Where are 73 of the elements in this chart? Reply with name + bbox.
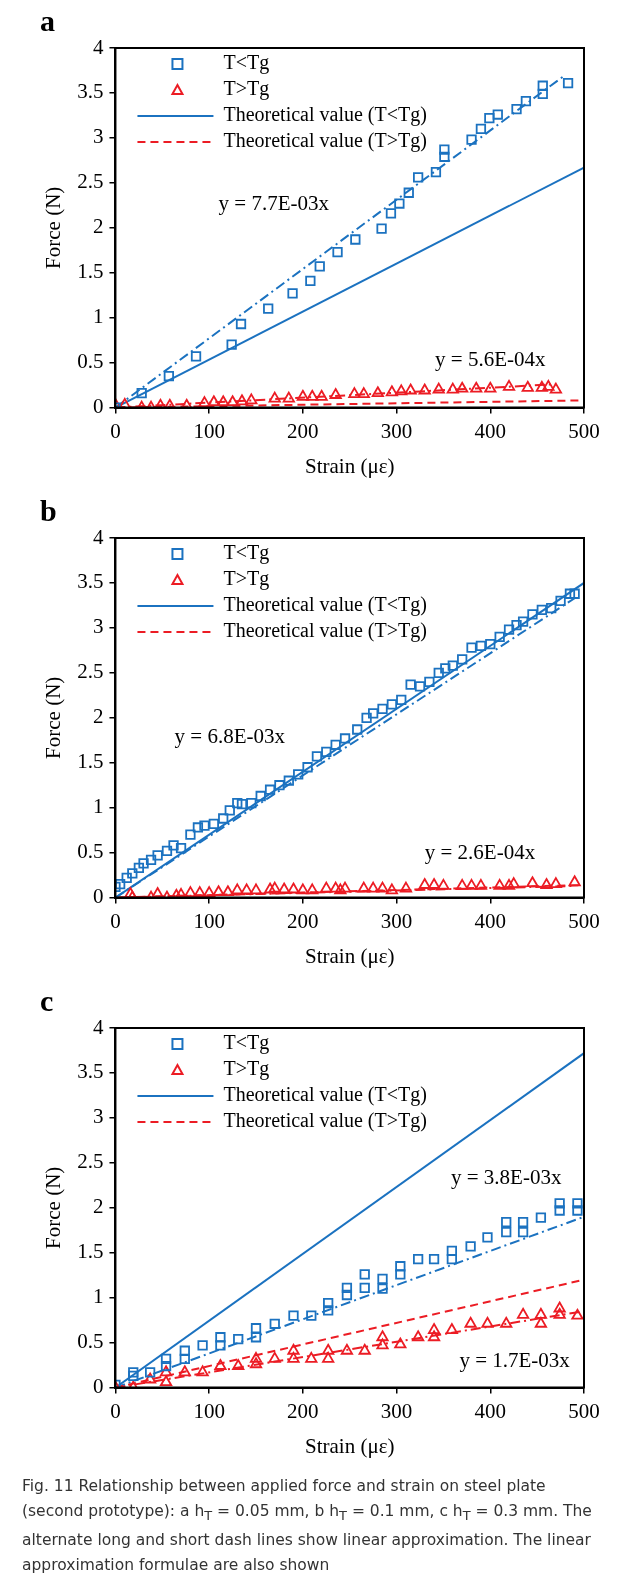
annotation: y = 2.6E-04x <box>424 840 536 865</box>
x-axis-title: Strain (με) <box>304 453 395 478</box>
legend-label: T>Tg <box>223 567 270 591</box>
x-tick-label: 200 <box>287 418 319 443</box>
x-tick-label: 500 <box>568 1398 600 1423</box>
legend-label: T>Tg <box>223 1057 270 1081</box>
y-tick-label: 2.5 <box>77 1149 104 1174</box>
y-tick-label: 4 <box>92 34 104 59</box>
x-tick-label: 100 <box>193 1398 225 1423</box>
y-tick-label: 0 <box>92 1374 104 1399</box>
legend-label: Theoretical value (T<Tg) <box>223 593 427 617</box>
legend-label: Theoretical value (T>Tg) <box>223 129 427 153</box>
y-tick-label: 1 <box>92 304 104 329</box>
x-axis-title: Strain (με) <box>304 1433 395 1458</box>
x-tick-label: 0 <box>110 1398 121 1423</box>
legend-label: Theoretical value (T>Tg) <box>223 1109 427 1133</box>
y-tick-label: 0 <box>92 884 104 909</box>
y-tick-label: 0 <box>92 394 104 419</box>
y-tick-label: 1 <box>92 1284 104 1309</box>
x-tick-label: 500 <box>568 908 600 933</box>
y-tick-label: 3.5 <box>77 79 104 104</box>
y-tick-label: 1 <box>92 794 104 819</box>
x-tick-label: 0 <box>110 418 121 443</box>
annotation: y = 7.7E-03x <box>218 190 330 215</box>
x-tick-label: 200 <box>287 1398 319 1423</box>
y-tick-label: 1.5 <box>77 749 104 774</box>
x-tick-label: 200 <box>287 908 319 933</box>
x-axis-title: Strain (με) <box>304 943 395 968</box>
y-tick-label: 2.5 <box>77 169 104 194</box>
y-tick-label: 3.5 <box>77 569 104 594</box>
x-tick-label: 300 <box>380 1398 413 1423</box>
annotation: y = 1.7E-03x <box>459 1348 571 1373</box>
x-tick-label: 100 <box>193 418 225 443</box>
y-tick-label: 3 <box>92 1104 104 1129</box>
y-axis-title: Force (N) <box>41 676 66 759</box>
annotation: y = 5.6E-04x <box>435 347 546 372</box>
legend-label: Theoretical value (T<Tg) <box>223 1083 427 1107</box>
y-tick-label: 2.5 <box>77 659 104 684</box>
x-tick-label: 300 <box>380 418 413 443</box>
y-tick-label: 2 <box>92 704 104 729</box>
y-tick-label: 0.5 <box>77 349 104 374</box>
annotation: y = 3.8E-03x <box>451 1164 562 1189</box>
x-tick-label: 100 <box>193 908 225 933</box>
y-tick-label: 2 <box>92 214 104 239</box>
legend-label: Theoretical value (T<Tg) <box>223 103 427 127</box>
y-axis-title: Force (N) <box>41 1166 66 1249</box>
y-tick-label: 3 <box>92 614 104 639</box>
x-tick-label: 400 <box>474 418 507 443</box>
y-tick-label: 0.5 <box>77 1329 104 1354</box>
y-tick-label: 0.5 <box>77 839 104 864</box>
legend-label: T<Tg <box>223 51 270 75</box>
y-axis-title: Force (N) <box>41 186 66 269</box>
legend-label: T<Tg <box>223 1031 270 1055</box>
y-tick-label: 4 <box>92 524 104 549</box>
y-tick-label: 4 <box>92 1014 104 1039</box>
x-tick-label: 300 <box>380 908 413 933</box>
y-tick-label: 2 <box>92 1194 104 1219</box>
legend-label: T<Tg <box>223 541 270 565</box>
x-tick-label: 0 <box>110 908 121 933</box>
x-tick-label: 500 <box>568 418 600 443</box>
y-tick-label: 3.5 <box>77 1059 104 1084</box>
legend-label: T>Tg <box>223 77 270 101</box>
chart-title: b <box>40 493 57 527</box>
y-tick-label: 1.5 <box>77 259 104 284</box>
chart-title: c <box>40 983 54 1017</box>
legend-label: Theoretical value (T>Tg) <box>223 619 427 643</box>
x-tick-label: 400 <box>474 1398 507 1423</box>
x-tick-label: 400 <box>474 908 507 933</box>
text: Fig. 11 Relationship between applied force and strain on steel plate (second prototype): a h$_{T}$ = 0.05 mm, b h$_{T}$ = 0.1 mm, c h$_{T}$ = 0.3 mm. The alternate long and short dash lines show linear approximation. The linear approximation formulae are also shown <box>22 1477 592 1575</box>
y-tick-label: 3 <box>92 124 104 149</box>
chart-title: a <box>40 3 55 37</box>
annotation: y = 6.8E-03x <box>174 724 286 749</box>
y-tick-label: 1.5 <box>77 1239 104 1264</box>
